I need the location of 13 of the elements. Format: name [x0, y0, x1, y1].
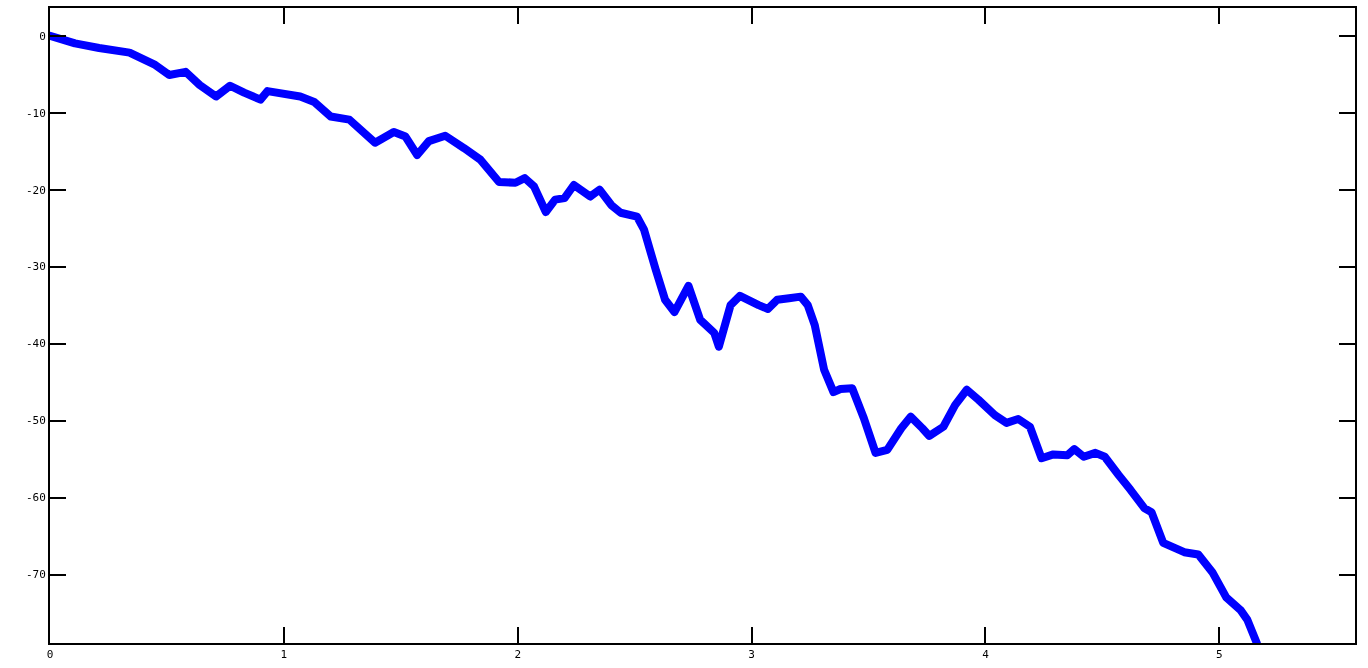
x-tick-label: 3 [748, 648, 755, 662]
x-tick-label: 4 [982, 648, 990, 662]
y-tick-label: 0 [39, 29, 46, 43]
y-tick-label: -40 [25, 337, 46, 351]
x-tick-label: 5 [1216, 648, 1223, 662]
y-tick-label: -20 [25, 183, 46, 197]
y-tick-label: -30 [25, 260, 46, 274]
y-tick-label: -60 [25, 491, 46, 505]
x-tick-label: 2 [514, 648, 522, 662]
y-tick-label: -50 [25, 414, 46, 428]
y-tick-label: -70 [25, 568, 46, 582]
y-tick-label: -10 [25, 106, 46, 120]
x-tick-label: 1 [280, 648, 288, 662]
